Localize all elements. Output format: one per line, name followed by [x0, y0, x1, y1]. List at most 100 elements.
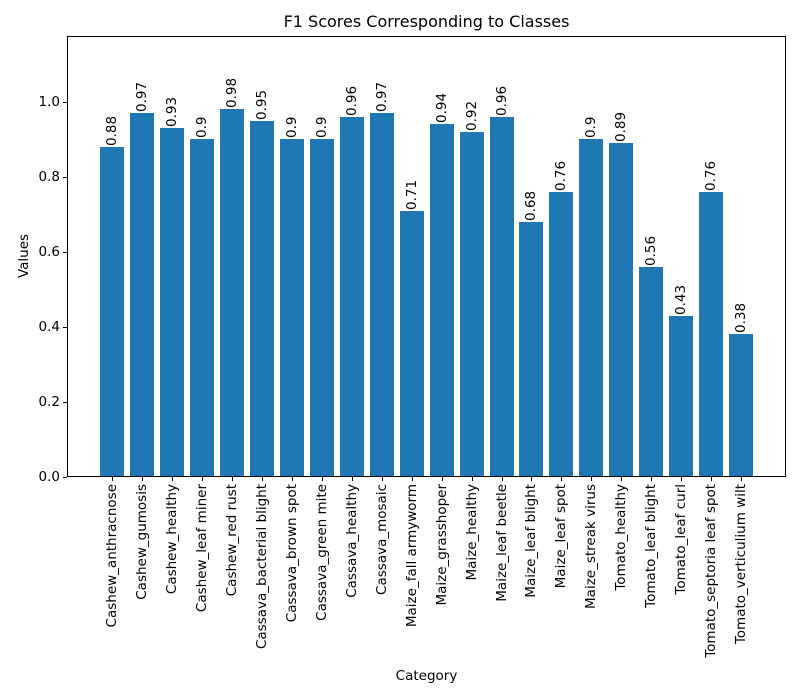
bar — [519, 222, 544, 477]
x-tick-mark — [171, 477, 173, 481]
y-tick-label: 0.4 — [38, 319, 60, 335]
x-tick-label-text: Tomato_verticulium wilt — [733, 484, 750, 645]
x-tick-mark — [111, 477, 113, 481]
plot-area — [67, 36, 786, 477]
bar — [159, 128, 184, 477]
bar — [579, 139, 604, 477]
y-tick-mark — [63, 176, 67, 178]
x-tick-mark — [591, 477, 593, 481]
x-tick-mark — [501, 477, 503, 481]
bar — [99, 147, 124, 477]
x-tick-mark — [381, 477, 383, 481]
x-tick-label-text: Cassava_healthy — [343, 484, 360, 598]
bar-value-text: 0.93 — [163, 96, 180, 127]
x-tick-mark — [441, 477, 443, 481]
chart-title: F1 Scores Corresponding to Classes — [283, 12, 570, 31]
x-tick-label-text: Tomato_leaf blight — [643, 484, 660, 608]
bar-value-text: 0.9 — [283, 116, 300, 138]
y-tick-mark — [63, 326, 67, 328]
x-tick-mark — [201, 477, 203, 481]
bar-value-text: 0.9 — [193, 116, 210, 138]
bar-value-text: 0.76 — [703, 160, 720, 191]
bar-value-text: 0.38 — [733, 302, 750, 333]
bar — [219, 109, 244, 477]
bar-value-text: 0.96 — [343, 85, 360, 116]
bar — [279, 139, 304, 477]
x-tick-label-text: Cashew_gumosis — [133, 484, 150, 600]
x-tick-mark — [411, 477, 413, 481]
y-tick-label: 0.2 — [38, 394, 60, 410]
bar — [639, 267, 664, 477]
y-tick-label: 0.6 — [38, 244, 60, 260]
bar — [369, 113, 394, 477]
bar-value-text: 0.71 — [403, 179, 420, 210]
x-tick-label-text: Cashew_red rust — [223, 484, 240, 597]
bar — [729, 334, 754, 477]
bar-value-text: 0.98 — [223, 77, 240, 108]
bar-value-text: 0.76 — [553, 160, 570, 191]
x-tick-mark — [141, 477, 143, 481]
x-tick-label-text: Maize_leaf blight — [523, 484, 540, 598]
bar-value-text: 0.9 — [583, 116, 600, 138]
x-tick-label-text: Cashew_leaf miner — [193, 484, 210, 613]
bar — [489, 117, 514, 477]
bar — [429, 124, 454, 477]
x-tick-mark — [681, 477, 683, 481]
x-tick-label-text: Maize_streak virus — [583, 484, 600, 609]
bar — [309, 139, 334, 477]
x-tick-label-text: Cashew_anthracnose — [103, 484, 120, 628]
bar-value-text: 0.68 — [523, 190, 540, 221]
y-tick-label: 1.0 — [38, 94, 60, 110]
bar-value-text: 0.89 — [613, 111, 630, 142]
bar-value-text: 0.97 — [373, 81, 390, 112]
y-tick-mark — [63, 101, 67, 103]
bar — [339, 117, 364, 477]
x-tick-label-text: Cassava_brown spot — [283, 484, 300, 623]
bar-value-text: 0.96 — [493, 85, 510, 116]
y-tick-mark — [63, 401, 67, 403]
x-tick-mark — [621, 477, 623, 481]
x-tick-mark — [741, 477, 743, 481]
bar — [129, 113, 154, 477]
bar — [249, 121, 274, 477]
bar — [699, 192, 724, 477]
bar — [459, 132, 484, 477]
x-tick-label-text: Maize_fall armyworm — [403, 484, 420, 628]
x-tick-label-text: Maize_leaf spot — [553, 484, 570, 589]
x-tick-label-text: Cashew_healthy — [163, 484, 180, 595]
x-tick-label-text: Cassava_green mite — [313, 484, 330, 621]
bar-value-text: 0.97 — [133, 81, 150, 112]
x-tick-mark — [471, 477, 473, 481]
bar-value-text: 0.95 — [253, 89, 270, 120]
x-tick-mark — [651, 477, 653, 481]
x-tick-label-text: Maize_leaf beetle — [493, 484, 510, 602]
x-tick-label-text: Tomato_septoria leaf spot — [703, 484, 720, 658]
bar-value-text: 0.94 — [433, 92, 450, 123]
x-tick-mark — [231, 477, 233, 481]
bar — [549, 192, 574, 477]
x-tick-mark — [351, 477, 353, 481]
bar-value-text: 0.43 — [673, 284, 690, 315]
x-tick-mark — [711, 477, 713, 481]
bar — [189, 139, 214, 477]
x-tick-label-text: Maize_grasshoper — [433, 484, 450, 606]
bar-value-text: 0.92 — [463, 100, 480, 131]
x-tick-mark — [261, 477, 263, 481]
y-tick-mark — [63, 476, 67, 478]
x-axis-title: Category — [395, 668, 458, 684]
y-tick-label: 0.0 — [38, 469, 60, 485]
bar-value-text: 0.88 — [103, 115, 120, 146]
y-axis-title-text: Values — [16, 233, 32, 279]
x-tick-label-text: Cassava_bacterial blight — [253, 484, 270, 650]
bar-value-text: 0.56 — [643, 235, 660, 266]
x-tick-label-text: Cassava_mosaic — [373, 484, 390, 595]
y-tick-mark — [63, 251, 67, 253]
x-tick-mark — [561, 477, 563, 481]
bar-value-text: 0.9 — [313, 116, 330, 138]
y-tick-label: 0.8 — [38, 169, 60, 185]
x-tick-label-text: Tomato_leaf curl — [673, 484, 690, 595]
x-tick-label-text: Maize_healthy — [463, 484, 480, 581]
bar — [609, 143, 634, 477]
bar — [399, 211, 424, 477]
